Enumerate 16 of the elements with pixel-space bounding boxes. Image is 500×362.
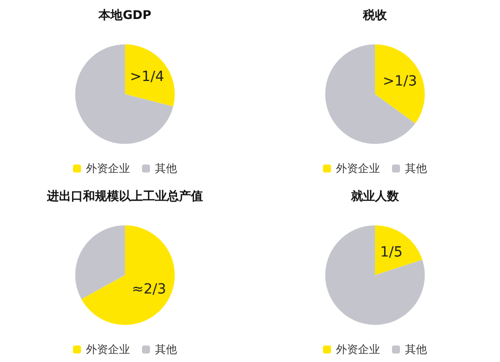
- data-label: 1/5: [380, 244, 403, 261]
- chart-title: 本地GDP: [98, 8, 152, 22]
- chart-title: 税收: [362, 8, 388, 22]
- chart-title: 就业人数: [350, 189, 400, 203]
- legend-label: 外资企业: [336, 343, 380, 356]
- legend-label: 其他: [155, 343, 177, 356]
- data-label: >1/4: [130, 69, 164, 86]
- data-label: >1/3: [382, 73, 417, 90]
- legend-label: 其他: [155, 162, 177, 175]
- legend-label: 外资企业: [86, 343, 130, 356]
- legend-label: 外资企业: [336, 162, 380, 175]
- data-label: ≈2/3: [132, 281, 166, 298]
- chart-title: 进出口和规模以上工业总产值: [46, 189, 203, 203]
- legend-label: 其他: [405, 343, 427, 356]
- legend-label: 外资企业: [86, 162, 130, 175]
- legend-label: 其他: [405, 162, 427, 175]
